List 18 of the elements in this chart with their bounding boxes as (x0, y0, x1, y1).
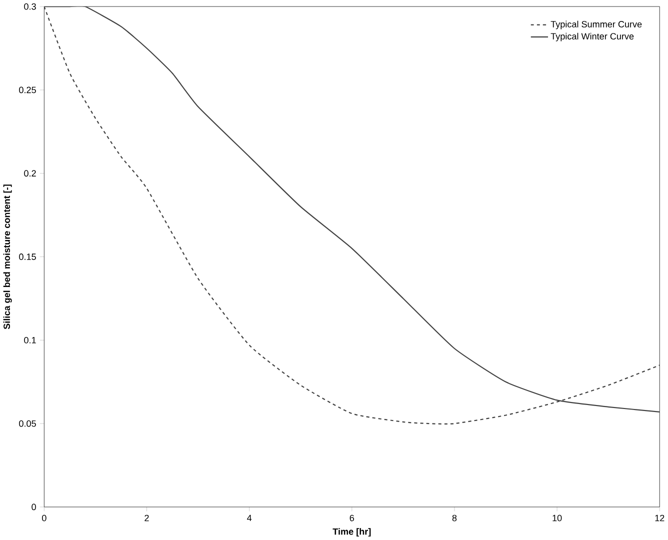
x-tick-label: 0 (42, 514, 46, 522)
x-tick-label: 2 (144, 514, 149, 522)
x-tick-label: 10 (552, 514, 562, 522)
y-axis-title: Silica gel bed moisture content [-] (3, 184, 12, 330)
legend-label: Typical Winter Curve (550, 32, 634, 42)
y-tick-label: 0.3 (24, 3, 36, 10)
x-tick-label: 8 (452, 514, 457, 522)
y-tick-label: 0.05 (19, 420, 36, 427)
legend-label: Typical Summer Curve (550, 20, 642, 30)
y-tick-label: 0.2 (24, 170, 36, 177)
x-tick-label: 4 (247, 514, 252, 522)
x-axis-title: Time [hr] (332, 528, 371, 537)
x-tick-label: 6 (350, 514, 354, 522)
y-tick-label: 0 (32, 504, 36, 510)
y-tick-label: 0.1 (24, 337, 36, 344)
y-tick-label: 0.15 (19, 254, 36, 260)
x-tick-label: 12 (655, 514, 664, 522)
y-tick-label: 0.25 (19, 86, 36, 94)
